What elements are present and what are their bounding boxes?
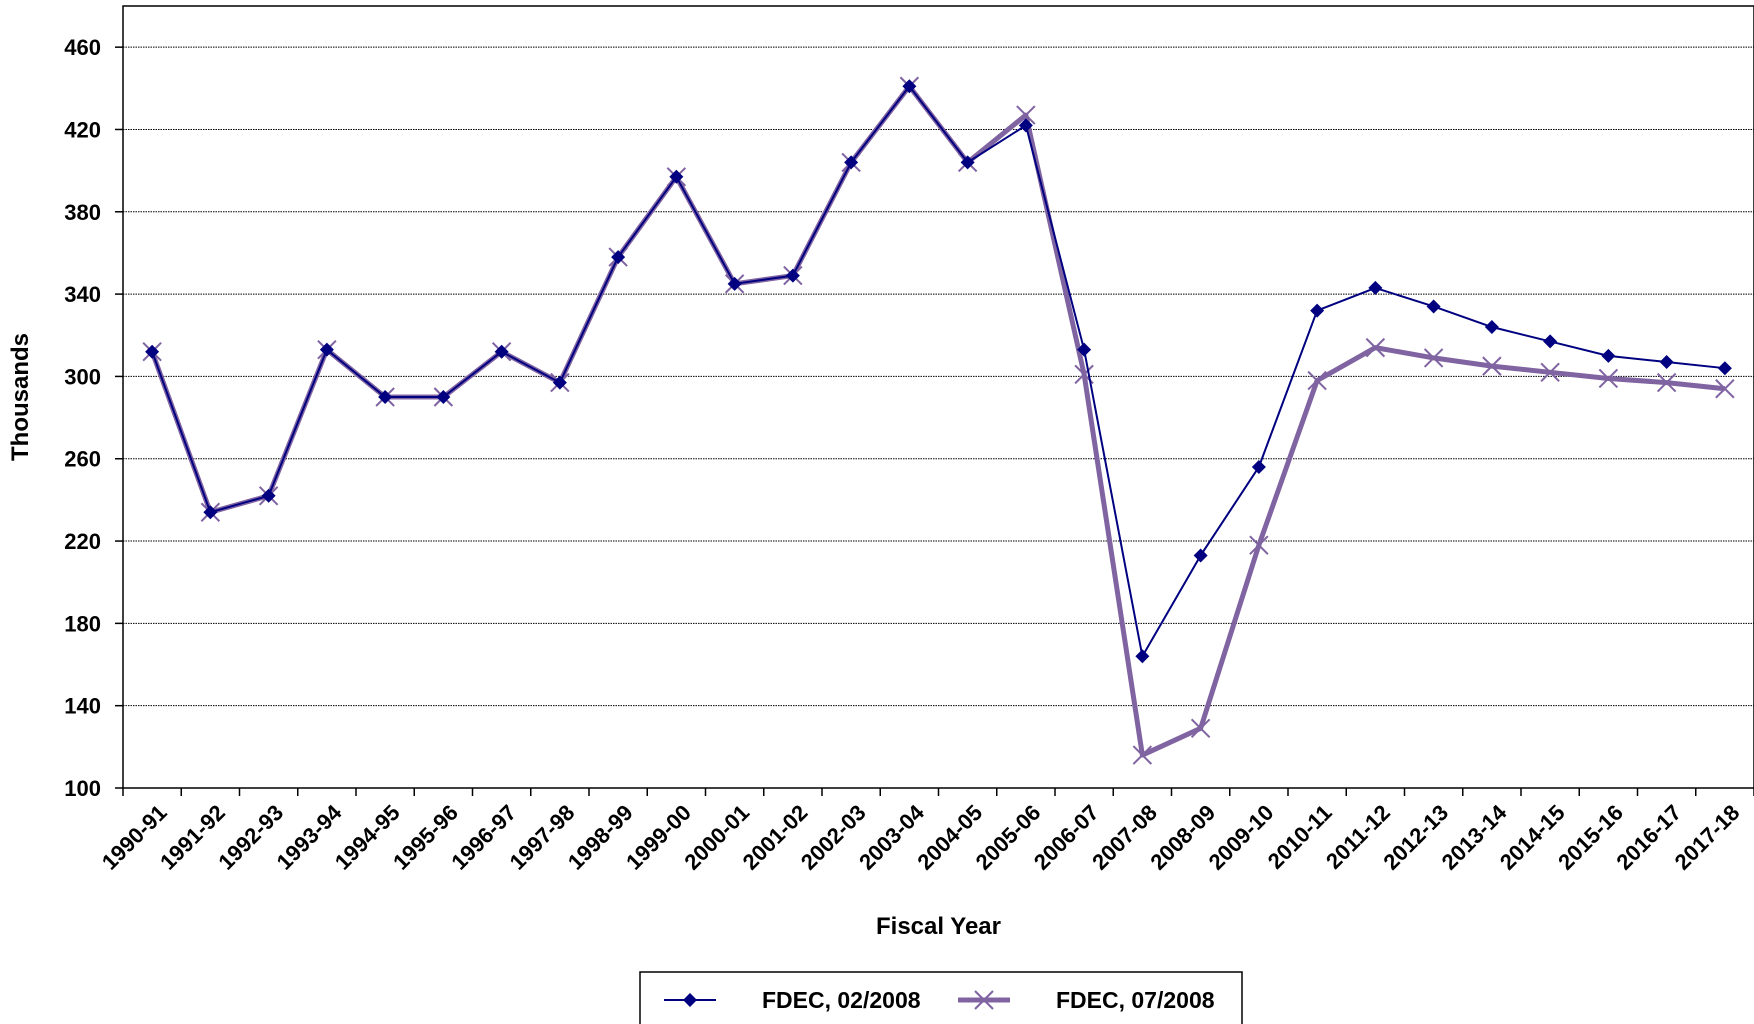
marker-stroke bbox=[1423, 348, 1444, 368]
series-2 bbox=[142, 76, 1735, 765]
data-point bbox=[203, 505, 218, 520]
data-point bbox=[1717, 361, 1732, 376]
data-point bbox=[1193, 548, 1208, 563]
data-point bbox=[1540, 362, 1560, 383]
data-point bbox=[1135, 649, 1150, 664]
y-tick-label: 140 bbox=[64, 694, 101, 719]
data-point bbox=[960, 155, 975, 170]
marker-stroke bbox=[1249, 535, 1269, 555]
data-point bbox=[1249, 535, 1269, 555]
data-point bbox=[261, 488, 276, 503]
data-point bbox=[1016, 105, 1036, 125]
data-point bbox=[1423, 348, 1444, 368]
y-tick-label: 300 bbox=[64, 364, 101, 389]
series-1 bbox=[145, 79, 1732, 664]
x-tick-label: 2010-11 bbox=[1263, 800, 1337, 874]
y-axis-title: Thousands bbox=[7, 333, 34, 461]
x-tick-label: 2009-10 bbox=[1204, 800, 1279, 875]
marker-stroke bbox=[1190, 718, 1211, 739]
data-point bbox=[1307, 370, 1327, 391]
data-point bbox=[1077, 342, 1092, 357]
x-axis: 1990-911991-921992-931993-941994-951995-… bbox=[97, 788, 1754, 875]
y-tick-label: 220 bbox=[64, 529, 101, 554]
data-point bbox=[669, 169, 684, 184]
marker-stroke bbox=[1656, 372, 1677, 393]
legend-entry: FDEC, 02/2008 bbox=[664, 987, 921, 1013]
data-point bbox=[785, 268, 800, 283]
y-tick-label: 340 bbox=[64, 282, 101, 307]
data-point bbox=[902, 79, 917, 94]
y-tick-label: 260 bbox=[64, 447, 101, 472]
marker-stroke bbox=[1016, 105, 1036, 125]
legend-entry: FDEC, 07/2008 bbox=[958, 987, 1215, 1013]
data-point bbox=[683, 993, 697, 1007]
data-point bbox=[1310, 303, 1325, 318]
series-layer bbox=[142, 76, 1735, 765]
data-point bbox=[1715, 379, 1735, 399]
data-point bbox=[1598, 368, 1619, 389]
legend: FDEC, 02/2008 FDEC, 07/2008 bbox=[639, 971, 1243, 1024]
x-tick-label: 2017-18 bbox=[1670, 800, 1745, 875]
data-point bbox=[1251, 459, 1266, 474]
legend-box bbox=[639, 971, 1243, 1024]
y-tick-label: 100 bbox=[64, 776, 101, 801]
series-line bbox=[151, 85, 1725, 658]
data-point bbox=[727, 276, 742, 291]
marker-stroke bbox=[1365, 337, 1386, 358]
marker-stroke bbox=[1540, 362, 1560, 383]
data-point bbox=[1601, 348, 1616, 363]
data-point bbox=[378, 390, 393, 404]
data-point bbox=[1482, 356, 1502, 376]
data-point bbox=[494, 344, 509, 359]
data-point bbox=[1132, 745, 1153, 765]
y-tick-label: 380 bbox=[64, 200, 101, 225]
data-point bbox=[1365, 337, 1386, 358]
data-point bbox=[436, 390, 451, 404]
legend-label: FDEC, 02/2008 bbox=[762, 987, 921, 1013]
marker-stroke bbox=[1132, 745, 1153, 765]
data-point bbox=[1190, 718, 1211, 739]
data-point bbox=[1543, 334, 1558, 349]
marker-stroke bbox=[974, 990, 994, 1010]
marker-stroke bbox=[1074, 364, 1094, 385]
marker-stroke bbox=[1307, 370, 1327, 391]
data-point bbox=[611, 250, 626, 265]
marker-stroke bbox=[1482, 356, 1502, 376]
y-tick-label: 180 bbox=[64, 611, 101, 636]
data-point bbox=[974, 990, 994, 1010]
data-point bbox=[1659, 355, 1674, 370]
data-point bbox=[145, 344, 160, 359]
data-point bbox=[1426, 299, 1441, 314]
data-point bbox=[552, 375, 567, 390]
x-axis-title: Fiscal Year bbox=[876, 913, 1001, 940]
y-axis: 100 140 180 220 260 300 340 380 420 460 bbox=[64, 35, 123, 801]
marker-stroke bbox=[1598, 368, 1619, 389]
marker-stroke bbox=[1715, 379, 1735, 399]
data-point bbox=[319, 342, 334, 357]
data-point bbox=[844, 155, 859, 170]
series-line bbox=[149, 83, 1726, 758]
y-tick-label: 460 bbox=[64, 35, 101, 60]
data-point bbox=[1484, 320, 1499, 335]
gridlines bbox=[123, 46, 1754, 707]
y-tick-label: 420 bbox=[64, 117, 101, 142]
legend-label: FDEC, 07/2008 bbox=[1056, 987, 1215, 1013]
data-point bbox=[1656, 372, 1677, 393]
data-point bbox=[1368, 280, 1383, 295]
data-point bbox=[1018, 118, 1033, 133]
